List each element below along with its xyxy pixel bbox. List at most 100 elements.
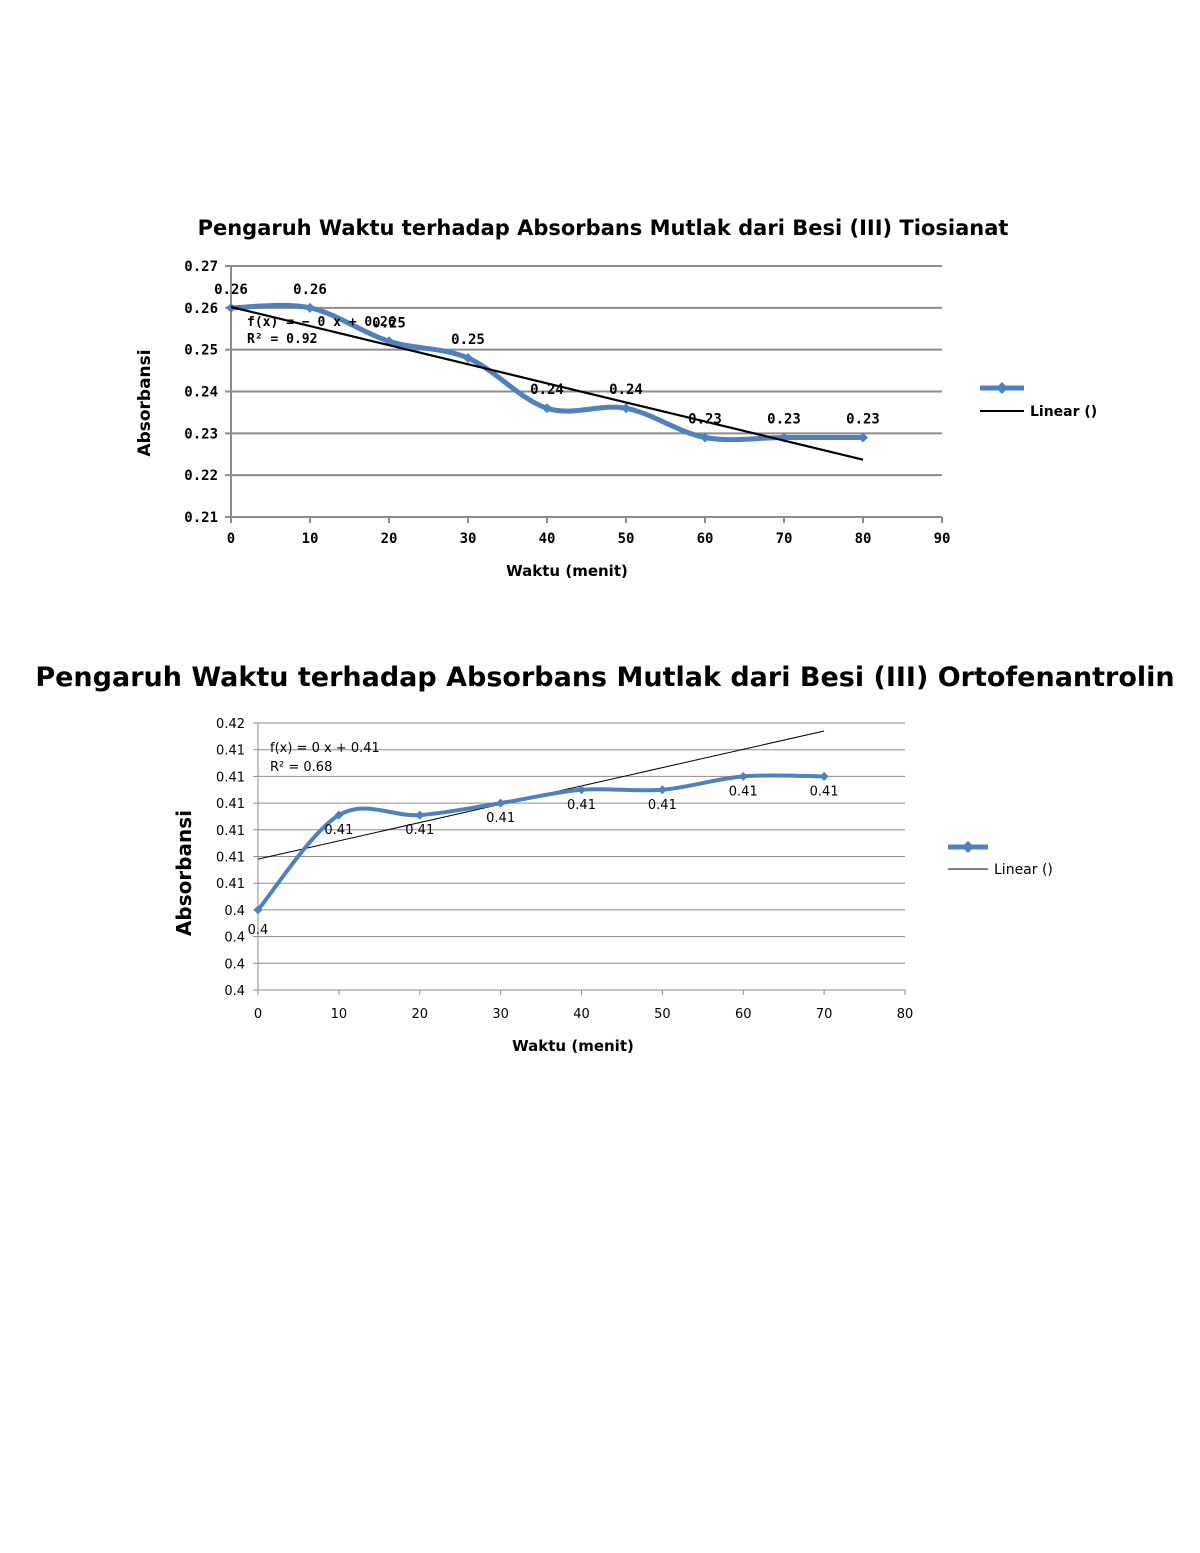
c1-ytick-label-1: 0.22: [184, 468, 218, 484]
chart1-legend-trend-label: Linear (): [1030, 404, 1097, 420]
chart1-x-tick-labels: 0 10 20 30 40 50 60 70 80 90: [227, 531, 951, 547]
c1-point-5: [621, 403, 631, 414]
chart2-data-labels: 0.4 0.41 0.41 0.41 0.41 0.41 0.41 0.41: [248, 784, 839, 938]
c2-data-label-2: 0.41: [405, 823, 434, 838]
c1-ytick-label-0: 0.21: [184, 510, 218, 526]
c2-ytick-label-3: 0.4: [224, 904, 245, 919]
chart1-axes: [225, 265, 943, 523]
c1-ytick-label-2: 0.23: [184, 426, 218, 442]
c1-ytick-label-6: 0.27: [184, 259, 218, 275]
c1-data-label-8: 0.23: [846, 412, 880, 428]
c2-point-7: [819, 771, 829, 781]
c2-xtick-label-7: 70: [816, 1007, 833, 1022]
c2-xtick-label-2: 20: [411, 1007, 428, 1022]
c1-data-label-0: 0.26: [214, 282, 248, 298]
c2-xtick-label-6: 60: [735, 1007, 752, 1022]
c1-point-3: [463, 353, 473, 364]
c2-ytick-label-6: 0.41: [216, 824, 245, 839]
chart2-equation: f(x) = 0 x + 0.41: [270, 741, 380, 756]
c1-point-8: [858, 432, 868, 443]
c1-xtick-label-9: 90: [934, 531, 951, 547]
chart1-r-squared: R² = 0.92: [247, 332, 317, 347]
chart2-r-squared: R² = 0.68: [270, 760, 332, 775]
c2-point-6: [738, 771, 748, 781]
chart2-x-axis-label: Waktu (menit): [512, 1037, 634, 1055]
c1-xtick-label-8: 80: [855, 531, 872, 547]
c2-data-label-7: 0.41: [810, 784, 839, 799]
c2-xtick-label-0: 0: [254, 1007, 262, 1022]
chart1-trendline-group: [230, 305, 864, 461]
c1-xtick-label-5: 50: [618, 531, 635, 547]
c2-point-4: [577, 785, 586, 795]
c1-xtick-label-2: 20: [381, 531, 398, 547]
c2-point-3: [496, 798, 506, 808]
c1-data-label-5: 0.24: [609, 382, 643, 398]
c1-xtick-label-6: 60: [697, 531, 714, 547]
chart2-title: Pengaruh Waktu terhadap Absorbans Mutlak…: [35, 662, 1174, 693]
chart2-gridlines: [258, 722, 905, 991]
chart-ortofenantrolin: Pengaruh Waktu terhadap Absorbans Mutlak…: [35, 662, 1174, 1055]
c2-point-2: [415, 810, 425, 820]
c1-xtick-label-4: 40: [539, 531, 556, 547]
chart-tiosianat: Pengaruh Waktu terhadap Absorbans Mutlak…: [135, 216, 1097, 580]
c2-ytick-label-8: 0.41: [216, 770, 245, 785]
c2-data-label-4: 0.41: [567, 798, 596, 813]
c2-xtick-label-8: 80: [897, 1007, 914, 1022]
chart1-y-tick-labels: 0.21 0.22 0.23 0.24 0.25 0.26 0.27: [184, 259, 218, 526]
c2-xtick-label-1: 10: [331, 1007, 348, 1022]
chart1-legend: Linear (): [980, 382, 1097, 420]
c2-point-5: [657, 785, 667, 795]
c1-point-6: [700, 432, 710, 443]
chart1-equation: f(x) = − 0 x + 0.26: [247, 315, 396, 330]
c2-data-label-6: 0.41: [729, 784, 758, 799]
c2-ytick-label-10: 0.42: [216, 717, 245, 732]
c2-data-label-3: 0.41: [486, 811, 515, 826]
c1-xtick-label-0: 0: [227, 531, 235, 547]
chart1-legend-series-marker: [996, 382, 1008, 394]
c1-trendline: [230, 305, 864, 461]
c1-data-label-2: 0.25: [372, 315, 406, 331]
c2-ytick-label-5: 0.41: [216, 851, 245, 866]
chart1-title: Pengaruh Waktu terhadap Absorbans Mutlak…: [198, 216, 1009, 240]
c2-ytick-label-7: 0.41: [216, 797, 245, 812]
c2-ytick-label-9: 0.41: [216, 744, 245, 759]
chart1-x-axis-label: Waktu (menit): [506, 562, 628, 580]
c2-ytick-label-4: 0.41: [216, 877, 245, 892]
chart2-series: [253, 771, 829, 915]
chart2-legend: Linear (): [948, 841, 1053, 878]
c2-xtick-label-4: 40: [573, 1007, 590, 1022]
c2-data-label-0: 0.4: [248, 923, 269, 938]
chart1-gridlines: [231, 265, 942, 518]
c2-point-0: [253, 905, 263, 915]
chart2-axes: [253, 722, 906, 995]
c2-xtick-label-3: 30: [492, 1007, 509, 1022]
c1-data-label-1: 0.26: [293, 282, 327, 298]
chart2-legend-series-marker: [962, 841, 974, 853]
c2-ytick-label-1: 0.4: [224, 957, 245, 972]
chart1-y-axis-label: Absorbansi: [135, 349, 155, 456]
c2-data-label-1: 0.41: [324, 823, 353, 838]
chart2-y-axis-label: Absorbansi: [172, 810, 196, 936]
c1-point-4: [542, 403, 552, 414]
c2-data-label-5: 0.41: [648, 798, 677, 813]
chart1-series: [226, 302, 868, 443]
chart1-data-labels: 0.26 0.26 0.25 0.25 0.24 0.24 0.23 0.23 0.23: [214, 282, 880, 428]
c2-point-1: [334, 810, 344, 820]
c1-data-label-6: 0.23: [688, 412, 722, 428]
c1-ytick-label-5: 0.26: [184, 301, 218, 317]
chart2-y-tick-labels: 0.4 0.4 0.4 0.4 0.41 0.41 0.41 0.41 0.41 0.41 0.42: [216, 717, 245, 999]
c1-data-label-4: 0.24: [530, 382, 564, 398]
c1-data-label-7: 0.23: [767, 412, 801, 428]
c1-xtick-label-7: 70: [776, 531, 793, 547]
c1-xtick-label-1: 10: [302, 531, 319, 547]
c1-point-1: [305, 302, 315, 313]
c1-ytick-label-4: 0.25: [184, 343, 218, 359]
c1-xtick-label-3: 30: [460, 531, 477, 547]
c1-data-label-3: 0.25: [451, 332, 485, 348]
c2-ytick-label-0: 0.4: [224, 984, 245, 999]
c2-xtick-label-5: 50: [654, 1007, 671, 1022]
chart2-x-tick-labels: 0 10 20 30 40 50 60 70 80: [254, 1007, 913, 1022]
chart2-legend-trend-label: Linear (): [994, 862, 1053, 878]
c2-ytick-label-2: 0.4: [224, 931, 245, 946]
